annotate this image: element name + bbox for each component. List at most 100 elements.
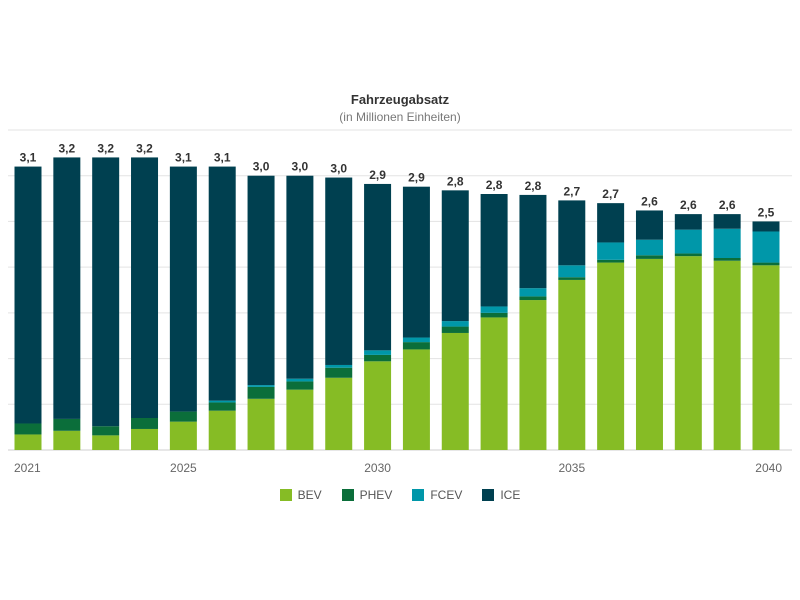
bar-bev-2025 [169, 421, 197, 450]
bar-phev-2027 [247, 386, 275, 399]
bar-bev-2027 [247, 398, 275, 450]
bar-fcev-2029 [325, 364, 353, 368]
bar-bev-2038 [674, 256, 702, 450]
x-tick-label-2030: 2030 [364, 461, 391, 475]
chart-legend: BEV PHEV FCEV ICE [0, 488, 800, 502]
x-tick-label-2025: 2025 [170, 461, 197, 475]
legend-swatch-phev [341, 489, 354, 501]
bar-bev-2030 [364, 361, 392, 450]
bar-fcev-2030 [364, 350, 392, 355]
total-label-2023: 3,2 [97, 141, 114, 155]
bar-fcev-2028 [286, 378, 314, 382]
bar-bev-2024 [131, 428, 159, 450]
bar-phev-2037 [635, 255, 663, 259]
legend-swatch-fcev [412, 489, 425, 501]
total-label-2028: 3,0 [292, 160, 309, 174]
bar-phev-2032 [441, 326, 469, 333]
total-label-2024: 3,2 [136, 141, 153, 155]
bar-ice-2022 [53, 157, 81, 419]
bar-bev-2028 [286, 389, 314, 450]
bar-fcev-2036 [597, 242, 625, 260]
bar-ice-2033 [480, 194, 508, 307]
total-label-2026: 3,1 [214, 151, 231, 165]
bar-phev-2040 [752, 262, 780, 266]
legend-item-ice: ICE [482, 488, 520, 502]
bar-bev-2023 [92, 435, 120, 450]
bar-ice-2028 [286, 175, 314, 379]
bar-fcev-2040 [752, 231, 780, 263]
bar-ice-2034 [519, 194, 547, 289]
bar-ice-2027 [247, 175, 275, 386]
bar-fcev-2039 [713, 228, 741, 258]
bar-bev-2034 [519, 300, 547, 450]
legend-label-phev: PHEV [359, 488, 393, 502]
legend-label-ice: ICE [500, 488, 521, 502]
total-label-2039: 2,6 [719, 198, 736, 212]
bar-bev-2039 [713, 260, 741, 450]
total-label-2040: 2,5 [758, 205, 775, 219]
total-label-2037: 2,6 [641, 194, 658, 208]
bar-ice-2023 [92, 157, 120, 427]
bar-fcev-2033 [480, 306, 508, 313]
total-label-2022: 3,2 [58, 141, 75, 155]
bar-bev-2036 [597, 262, 625, 450]
x-tick-label-2021: 2021 [14, 461, 41, 475]
bar-phev-2023 [92, 426, 120, 436]
bar-bev-2029 [325, 377, 353, 450]
bar-phev-2028 [286, 381, 314, 390]
total-label-2032: 2,8 [447, 174, 464, 188]
bar-ice-2031 [402, 186, 430, 338]
x-tick-label-2040: 2040 [755, 461, 782, 475]
bar-fcev-2031 [402, 337, 430, 343]
bar-fcev-2026 [208, 400, 236, 403]
legend-swatch-ice [482, 489, 495, 501]
bar-bev-2026 [208, 410, 236, 450]
bar-bev-2035 [558, 279, 586, 450]
chart-title: Fahrzeugabsatz [350, 92, 450, 107]
bar-ice-2035 [558, 200, 586, 266]
bar-phev-2026 [208, 402, 236, 411]
bar-fcev-2034 [519, 288, 547, 297]
bar-bev-2022 [53, 430, 81, 450]
bar-fcev-2038 [674, 229, 702, 254]
bar-phev-2025 [169, 411, 197, 422]
bar-bev-2037 [635, 258, 663, 450]
bar-phev-2035 [558, 277, 586, 280]
bar-fcev-2037 [635, 239, 663, 256]
bar-ice-2036 [597, 203, 625, 243]
bar-phev-2039 [713, 258, 741, 261]
total-label-2033: 2,8 [486, 178, 503, 192]
bar-phev-2021 [14, 423, 42, 435]
bar-phev-2022 [53, 418, 81, 431]
total-label-2029: 3,0 [330, 162, 347, 176]
bar-ice-2026 [208, 166, 236, 401]
bar-ice-2029 [325, 177, 353, 365]
bar-ice-2030 [364, 183, 392, 351]
legend-swatch-bev [279, 489, 292, 501]
legend-label-bev: BEV [297, 488, 322, 502]
bar-phev-2030 [364, 354, 392, 362]
total-label-2036: 2,7 [602, 187, 619, 201]
bar-ice-2039 [713, 214, 741, 229]
bar-ice-2025 [169, 166, 197, 412]
bar-phev-2033 [480, 312, 508, 318]
legend-item-fcev: FCEV [412, 488, 462, 502]
legend-item-phev: PHEV [341, 488, 393, 502]
bar-bev-2040 [752, 265, 780, 450]
total-label-2038: 2,6 [680, 198, 697, 212]
legend-label-fcev: FCEV [430, 488, 463, 502]
total-label-2034: 2,8 [525, 179, 542, 193]
legend-item-bev: BEV [279, 488, 322, 502]
bar-phev-2034 [519, 296, 547, 301]
bar-bev-2032 [441, 332, 469, 450]
bar-fcev-2027 [247, 385, 275, 387]
bar-phev-2036 [597, 259, 625, 263]
bar-ice-2040 [752, 221, 780, 232]
bar-bev-2033 [480, 317, 508, 450]
bar-phev-2029 [325, 367, 353, 378]
bar-ice-2032 [441, 190, 469, 322]
bar-phev-2024 [131, 418, 159, 429]
total-label-2035: 2,7 [563, 184, 580, 198]
bar-phev-2031 [402, 342, 430, 350]
